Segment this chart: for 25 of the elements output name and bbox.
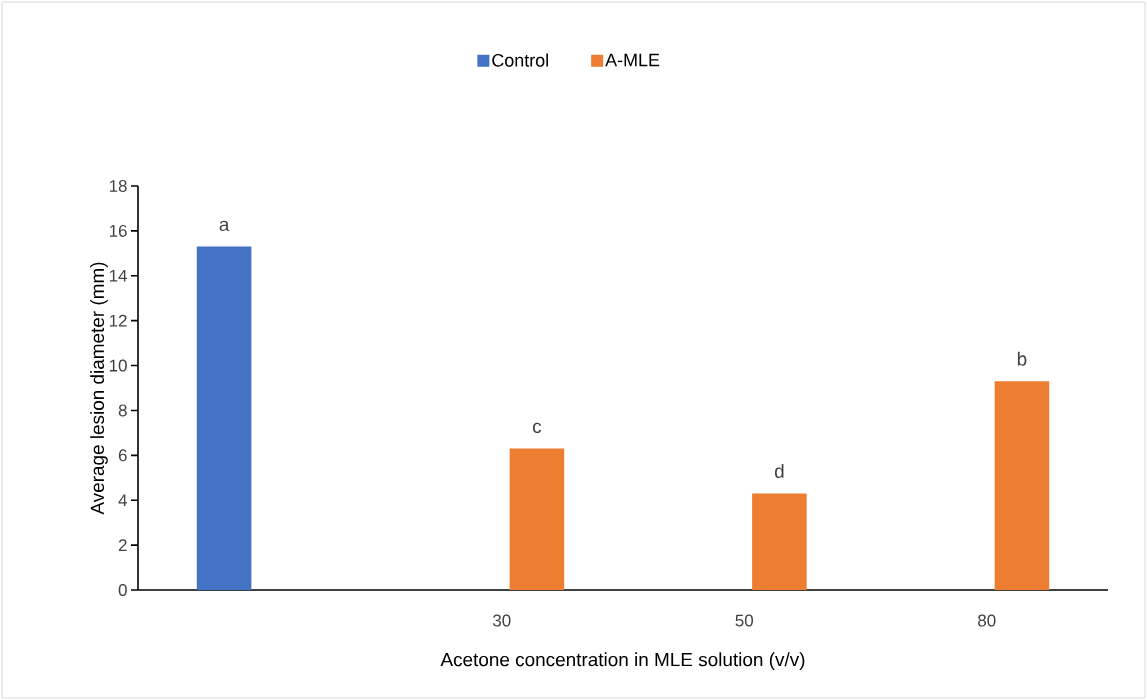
y-tick-label: 14: [109, 269, 127, 282]
y-tick-label: 16: [109, 224, 127, 237]
y-tick-label: 6: [118, 449, 127, 462]
x-tick-label: 30: [492, 614, 511, 627]
annotation: b: [1017, 351, 1027, 366]
legend-label: A-MLE: [605, 53, 660, 67]
bar: [509, 448, 565, 590]
legend-label: Control: [492, 53, 548, 67]
y-tick-label: 12: [109, 314, 127, 327]
bar: [196, 246, 252, 590]
annotation: c: [532, 422, 542, 434]
y-tick-label: 0: [118, 584, 127, 596]
y-tick-label: 10: [109, 359, 127, 372]
y-tick-label: 8: [118, 404, 127, 417]
y-tick-label: 2: [118, 539, 127, 552]
annotation: a: [219, 220, 230, 232]
annotation: d: [774, 464, 784, 478]
x-tick-label: 50: [735, 614, 754, 627]
y-tick-label: 18: [109, 180, 127, 192]
x-axis-title: Acetone concentration in MLE solution (v/v): [440, 652, 805, 670]
x-tick-label: 80: [978, 614, 996, 627]
bar: [994, 381, 1050, 590]
y-tick-label: 4: [118, 494, 127, 507]
y-axis-title: Average lesion diameter (mm): [90, 262, 108, 515]
bar: [752, 493, 807, 590]
